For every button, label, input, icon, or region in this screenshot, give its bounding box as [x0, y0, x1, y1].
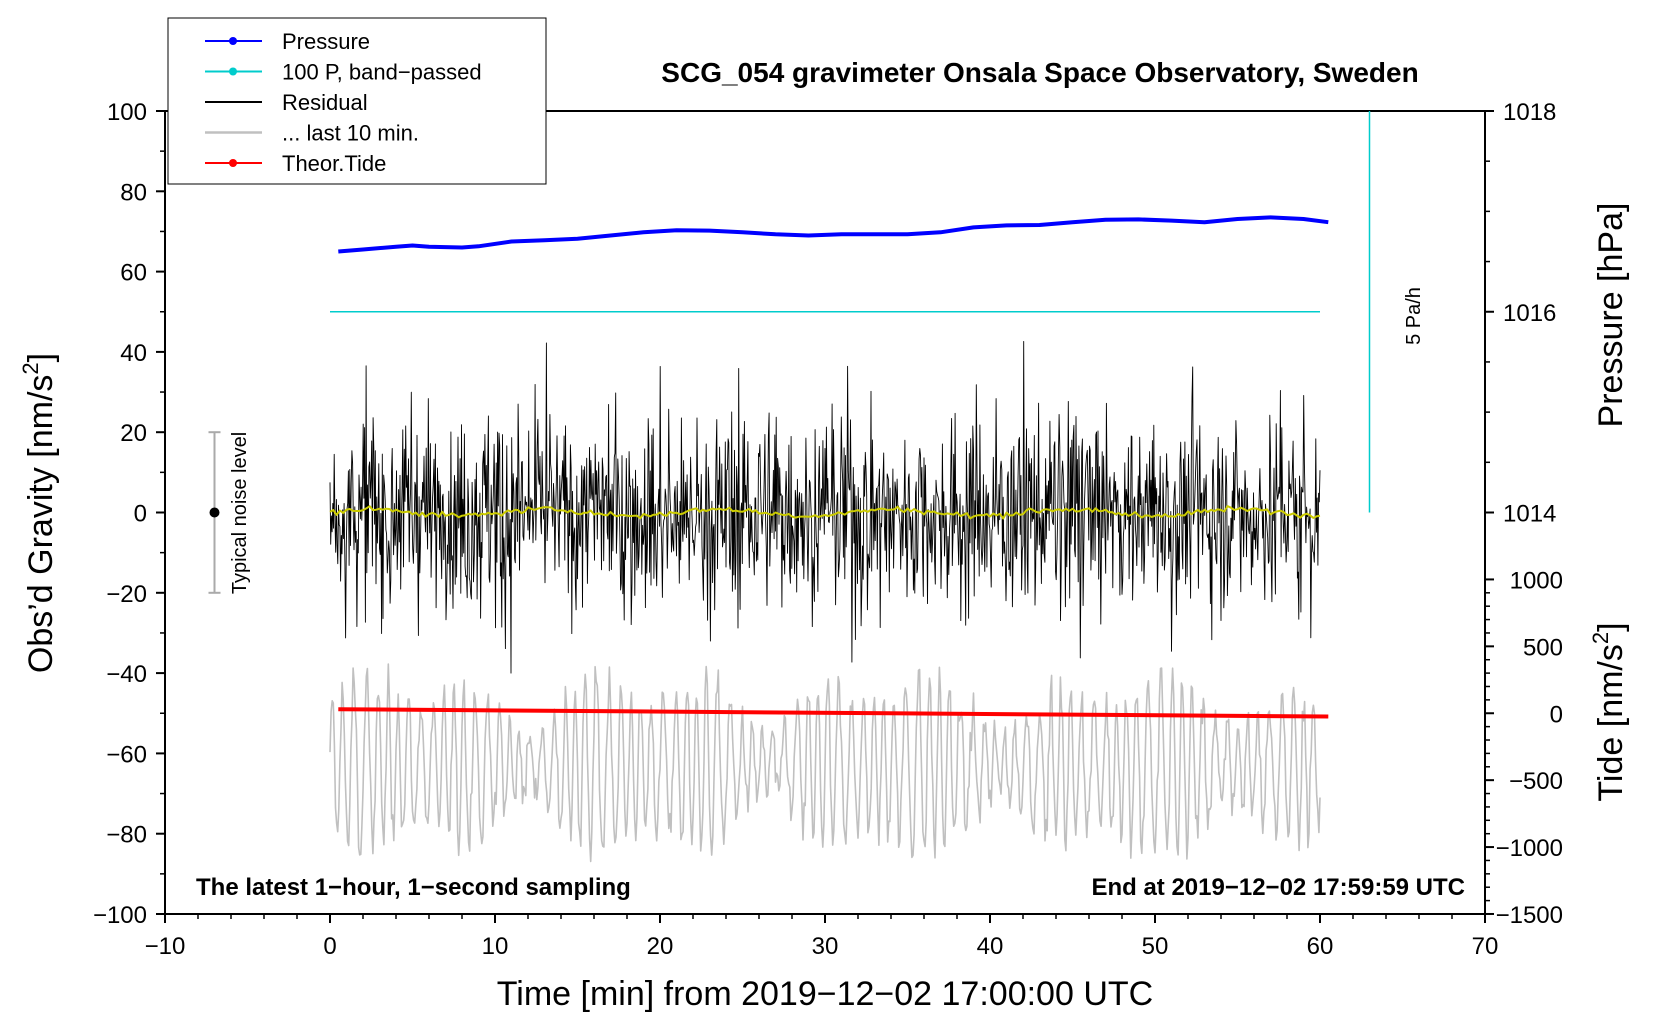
theoretical-tide-series — [338, 707, 1329, 719]
legend-label: 100 P, band−passed — [282, 60, 482, 85]
legend-label: Pressure — [282, 29, 370, 54]
overlay-layer — [208, 111, 1371, 594]
legend-marker — [229, 67, 237, 76]
pressure-tick-label: 1014 — [1503, 501, 1556, 528]
y-axis-title-end: ] — [22, 353, 60, 362]
legend-label: ... last 10 min. — [282, 121, 419, 146]
tide-axis-title-sup: 2 — [1588, 632, 1613, 644]
tide-axis-title-main: Tide [nm/s — [1592, 644, 1630, 801]
y-tick-label: 20 — [120, 420, 147, 447]
x-tick-label: 10 — [482, 933, 509, 960]
chart-title: SCG_054 gravimeter Onsala Space Observat… — [661, 57, 1418, 88]
y-tick-label: −80 — [106, 822, 147, 849]
x-tick-label: 40 — [977, 933, 1004, 960]
x-tick-label: 0 — [323, 933, 336, 960]
tide-tick-label: 0 — [1550, 701, 1563, 728]
annotation-end-time: End at 2019−12−02 17:59:59 UTC — [1091, 874, 1465, 901]
pressure-series — [338, 215, 1329, 254]
tide-tick-label: −500 — [1509, 768, 1563, 795]
x-tick-label: 70 — [1472, 933, 1499, 960]
residual-series — [329, 340, 1321, 674]
pressure-tick-label: 1016 — [1503, 300, 1556, 327]
tide-tick-label: 500 — [1523, 634, 1563, 661]
x-tick-label: 30 — [812, 933, 839, 960]
tide-axis-title: Tide [nm/s2] — [1588, 622, 1630, 801]
y-tick-label: 80 — [120, 179, 147, 206]
pressure-tick-label: 1018 — [1503, 99, 1556, 126]
y-tick-label: 60 — [120, 260, 147, 287]
tide-tick-label: 1000 — [1510, 567, 1563, 594]
y-tick-label: 40 — [120, 340, 147, 367]
legend-label: Theor.Tide — [282, 151, 386, 176]
noise-level-center — [209, 507, 220, 518]
series-layer — [329, 215, 1329, 863]
x-tick-label: −10 — [145, 933, 186, 960]
y-tick-label: −100 — [93, 902, 147, 929]
legend: Pressure 100 P, band−passed Residual ... la… — [167, 17, 547, 185]
y-axis-title-main: Obs’d Gravity [nm/s — [22, 375, 60, 674]
annotation-sampling: The latest 1−hour, 1−second sampling — [196, 874, 631, 901]
legend-label: Residual — [282, 90, 368, 115]
y-axis-title-sup: 2 — [18, 362, 43, 374]
y-axis-title: Obs’d Gravity [nm/s2] — [18, 353, 60, 673]
y-tick-label: −40 — [106, 661, 147, 688]
noise-level-label: Typical noise level — [229, 432, 251, 594]
y-tick-label: 0 — [134, 501, 147, 528]
last-10-min-series — [329, 663, 1321, 863]
x-axis-title: Time [min] from 2019−12−02 17:00:00 UTC — [497, 975, 1153, 1013]
axis-ticks: −10 0 10 20 30 40 50 60 70100806040200−20−40−60−… — [93, 99, 1563, 960]
tide-tick-label: −1000 — [1496, 835, 1563, 862]
x-tick-label: 60 — [1307, 933, 1334, 960]
legend-marker — [229, 159, 237, 167]
x-tick-label: 50 — [1142, 933, 1169, 960]
legend-items: Pressure 100 P, band−passed Residual ... la… — [205, 29, 482, 176]
tide-axis-title-end: ] — [1592, 622, 1630, 631]
x-tick-label: 20 — [647, 933, 674, 960]
y-tick-label: −60 — [106, 741, 147, 768]
y-tick-label: 100 — [107, 99, 147, 126]
residual-smoothed-series — [329, 505, 1321, 520]
y-tick-label: −20 — [106, 581, 147, 608]
pressure-axis-title: Pressure [hPa] — [1592, 203, 1630, 428]
tide-tick-label: −1500 — [1496, 902, 1563, 929]
rate-bar-label: 5 Pa/h — [1403, 287, 1425, 345]
legend-marker — [229, 37, 237, 45]
